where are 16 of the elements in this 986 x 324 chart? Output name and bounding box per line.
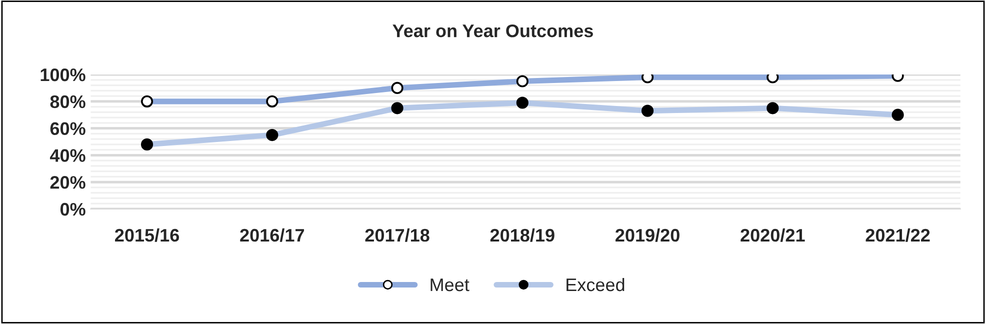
x-tick-label: 2020/21 <box>740 228 805 242</box>
x-tick-label: 2018/19 <box>490 228 554 242</box>
y-tick-label: 40% <box>50 149 86 162</box>
y-tick-label: 20% <box>50 176 86 189</box>
chart-title: Year on Year Outcomes <box>392 24 593 38</box>
x-tick-label: 2016/17 <box>240 228 304 242</box>
legend-label: Meet <box>430 278 470 292</box>
y-tick-label: 0% <box>60 202 86 216</box>
legend-label: Exceed <box>566 278 624 292</box>
x-tick-label: 2021/22 <box>866 228 930 242</box>
y-tick-label: 80% <box>50 95 86 108</box>
x-tick-label: 2015/16 <box>115 228 180 242</box>
x-tick-label: 2019/20 <box>616 228 680 242</box>
y-tick-label: 100% <box>40 68 86 82</box>
y-tick-label: 60% <box>50 122 86 136</box>
x-tick-label: 2017/18 <box>365 228 430 242</box>
